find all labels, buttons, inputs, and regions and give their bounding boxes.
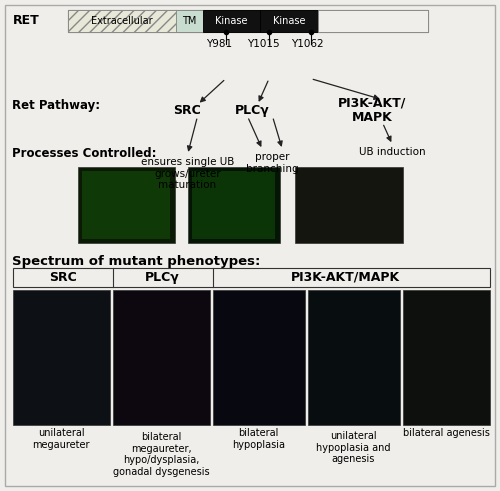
Text: Y1015: Y1015 — [248, 39, 280, 49]
Bar — [260, 10, 318, 32]
Text: bilateral agenesis: bilateral agenesis — [402, 428, 490, 438]
Text: PLCγ: PLCγ — [145, 271, 180, 284]
Text: Spectrum of mutant phenotypes:: Spectrum of mutant phenotypes: — [12, 255, 261, 268]
Text: PI3K-AKT/
MAPK: PI3K-AKT/ MAPK — [338, 96, 406, 125]
Text: unilateral
megaureter: unilateral megaureter — [32, 428, 90, 450]
Text: Kinase: Kinase — [272, 16, 305, 26]
Bar — [12, 268, 490, 287]
Bar — [295, 167, 403, 243]
Bar — [78, 167, 175, 243]
Text: UB induction: UB induction — [359, 147, 426, 157]
Text: Ret Pathway:: Ret Pathway: — [12, 99, 101, 112]
Text: proper
branching: proper branching — [246, 152, 299, 174]
Text: PLCγ: PLCγ — [235, 104, 270, 117]
Bar — [308, 290, 400, 425]
Bar — [188, 167, 280, 243]
Bar — [176, 10, 203, 32]
Text: Y981: Y981 — [206, 39, 232, 49]
Bar — [112, 290, 210, 425]
Text: Extracellular: Extracellular — [90, 16, 152, 26]
Text: Y1062: Y1062 — [290, 39, 323, 49]
Text: SRC: SRC — [174, 104, 202, 117]
Bar — [12, 290, 110, 425]
Bar — [68, 10, 428, 32]
Text: ensures single UB
grows/ureter
maturation: ensures single UB grows/ureter maturatio… — [141, 157, 234, 191]
Bar — [402, 290, 490, 425]
Text: bilateral
megaureter,
hypo/dysplasia,
gonadal dysgenesis: bilateral megaureter, hypo/dysplasia, go… — [112, 432, 210, 477]
Text: SRC: SRC — [48, 271, 76, 284]
Text: RET: RET — [13, 14, 40, 27]
Bar — [68, 10, 176, 32]
Bar — [212, 290, 305, 425]
Bar — [202, 10, 260, 32]
Bar — [82, 171, 170, 239]
Text: Processes Controlled:: Processes Controlled: — [12, 147, 157, 160]
Text: PI3K-AKT/MAPK: PI3K-AKT/MAPK — [290, 271, 400, 284]
Bar — [192, 171, 276, 239]
Text: bilateral
hypoplasia: bilateral hypoplasia — [232, 428, 285, 450]
Text: unilateral
hypoplasia and
agenesis: unilateral hypoplasia and agenesis — [316, 431, 391, 464]
Text: Kinase: Kinase — [215, 16, 248, 26]
Bar — [318, 10, 428, 32]
Text: TM: TM — [182, 16, 196, 26]
